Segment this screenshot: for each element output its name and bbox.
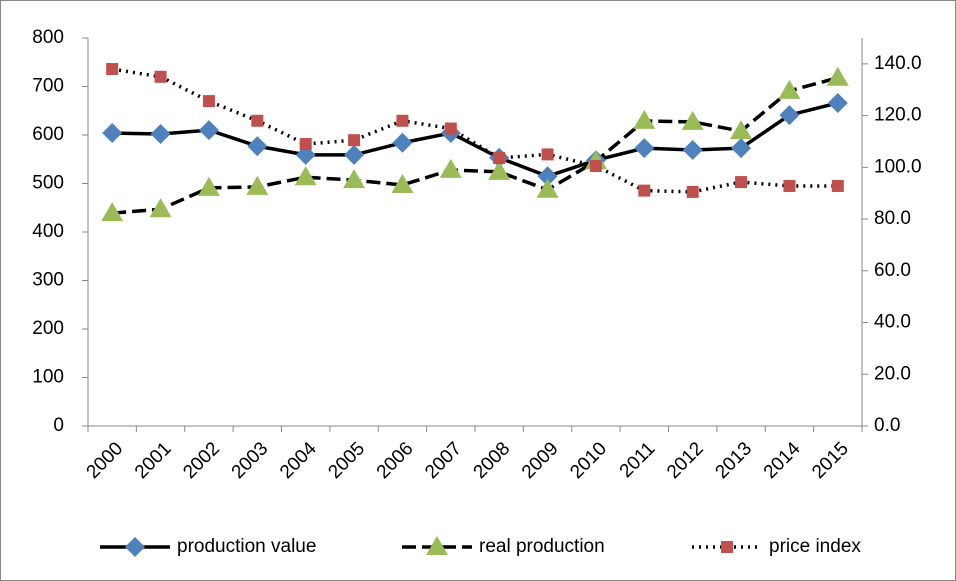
- data-point: [247, 136, 268, 157]
- data-point: [541, 148, 554, 161]
- data-point: [202, 95, 215, 108]
- data-point: [439, 158, 462, 178]
- data-point: [343, 169, 366, 189]
- y2-tick-label: 0.0: [874, 415, 900, 436]
- data-point: [299, 138, 312, 151]
- data-point: [493, 152, 506, 165]
- y-tick-label: 400: [32, 221, 64, 242]
- legend-label: price index: [769, 536, 861, 557]
- y2-tick-label: 60.0: [874, 260, 911, 281]
- y-tick-label: 500: [32, 173, 64, 194]
- y2-tick-label: 80.0: [874, 208, 911, 229]
- legend-marker: [125, 537, 145, 557]
- data-point: [634, 138, 655, 159]
- y2-tick-label: 140.0: [874, 53, 922, 74]
- y2-tick-label: 20.0: [874, 363, 911, 384]
- legend-marker: [721, 541, 733, 553]
- y-tick-label: 600: [32, 124, 64, 145]
- data-point: [681, 110, 704, 130]
- y-tick-label: 800: [32, 27, 64, 48]
- y-tick-label: 200: [32, 318, 64, 339]
- y-tick-label: 0: [53, 415, 64, 436]
- data-point: [246, 175, 269, 195]
- y-tick-label: 700: [32, 76, 64, 97]
- legend-marker: [426, 536, 448, 555]
- series-line: [112, 76, 839, 215]
- data-point: [633, 109, 656, 129]
- data-point: [294, 166, 317, 186]
- data-point: [391, 173, 414, 193]
- data-point: [827, 92, 848, 113]
- data-point: [101, 202, 124, 222]
- y2-tick-label: 120.0: [874, 105, 922, 126]
- data-point: [348, 134, 361, 147]
- data-point: [778, 79, 801, 99]
- data-point: [686, 185, 699, 198]
- y-tick-label: 100: [32, 367, 64, 388]
- data-point: [831, 179, 844, 192]
- y-tick-label: 300: [32, 270, 64, 291]
- data-point: [102, 123, 123, 144]
- data-point: [589, 160, 602, 173]
- data-point: [488, 160, 511, 180]
- y2-tick-label: 100.0: [874, 156, 922, 177]
- data-point: [783, 179, 796, 192]
- data-point: [638, 184, 651, 197]
- data-point: [826, 66, 849, 86]
- data-point: [779, 105, 800, 126]
- data-point: [444, 122, 457, 135]
- data-point: [251, 114, 264, 127]
- data-point: [149, 198, 172, 218]
- data-point: [735, 176, 748, 189]
- data-point: [536, 178, 559, 198]
- data-point: [154, 70, 167, 83]
- data-point: [396, 114, 409, 127]
- data-point: [731, 138, 752, 159]
- legend-label: production value: [177, 536, 316, 557]
- y2-tick-label: 40.0: [874, 312, 911, 333]
- data-point: [682, 140, 703, 161]
- data-point: [106, 63, 119, 76]
- data-point: [197, 176, 220, 196]
- data-point: [392, 132, 413, 153]
- data-point: [344, 144, 365, 165]
- data-point: [198, 120, 219, 141]
- data-point: [537, 166, 558, 187]
- data-point: [150, 124, 171, 145]
- series-line: [112, 101, 839, 179]
- data-point: [730, 120, 753, 140]
- legend-label: real production: [479, 536, 605, 557]
